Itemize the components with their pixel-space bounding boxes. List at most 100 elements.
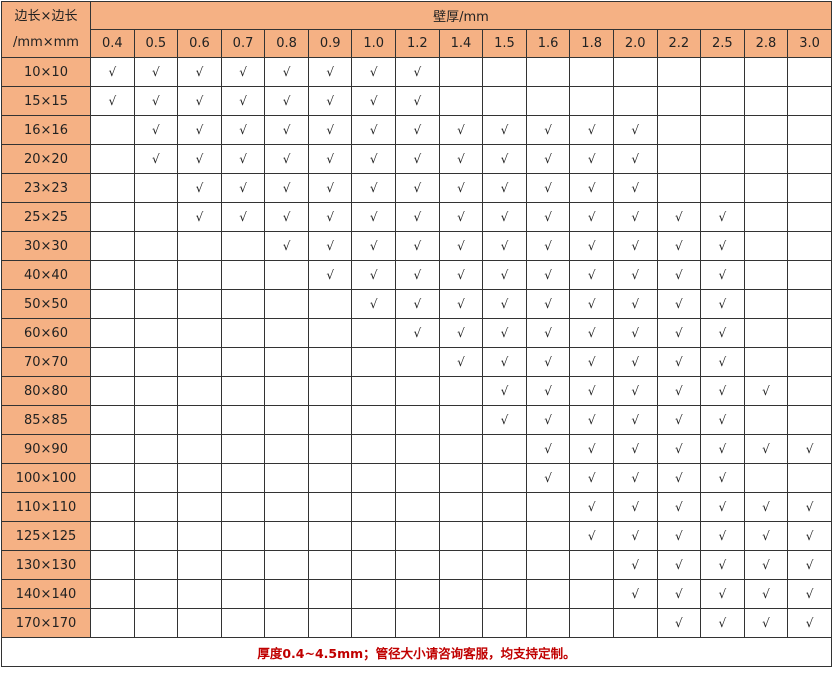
empty-cell [351,405,397,435]
check-cell: √ [351,144,397,174]
empty-cell [220,521,266,551]
empty-cell [90,144,135,174]
check-cell: √ [612,173,658,203]
check-cell: √ [264,144,309,174]
check-cell: √ [177,86,222,116]
column-header: 0.7 [220,29,266,58]
check-cell: √ [700,492,745,522]
empty-cell [307,289,353,319]
row-size-label: 140×140 [1,579,91,609]
empty-cell [656,86,702,116]
check-cell: √ [656,579,702,609]
check-cell: √ [307,115,353,145]
empty-cell [307,492,353,522]
empty-cell [743,202,789,232]
check-cell: √ [351,57,397,87]
check-cell: √ [482,202,527,232]
check-cell: √ [569,173,614,203]
empty-cell [525,492,571,522]
empty-cell [525,521,571,551]
empty-cell [525,550,571,580]
check-cell: √ [395,289,440,319]
empty-cell [351,318,397,348]
empty-cell [351,434,397,464]
row-size-label: 170×170 [1,608,91,638]
check-cell: √ [351,231,397,261]
table-row: 100×100 √ √ √ √ √ [1,463,832,493]
empty-cell [700,57,745,87]
empty-cell [90,579,135,609]
check-cell: √ [525,463,571,493]
empty-cell [133,550,179,580]
row-size-label: 50×50 [1,289,91,319]
check-cell: √ [569,231,614,261]
row-size-label: 15×15 [1,86,91,116]
check-cell: √ [525,173,571,203]
check-cell: √ [395,202,440,232]
check-cell: √ [307,173,353,203]
check-cell: √ [612,405,658,435]
empty-cell [612,57,658,87]
empty-cell [133,202,179,232]
wall-thickness-title: 壁厚/mm [90,1,832,30]
empty-cell [438,434,484,464]
check-cell: √ [482,260,527,290]
empty-cell [307,521,353,551]
check-cell: √ [612,579,658,609]
row-size-label: 80×80 [1,376,91,406]
check-cell: √ [264,231,309,261]
empty-cell [395,550,440,580]
check-cell: √ [743,579,789,609]
row-size-label: 23×23 [1,173,91,203]
empty-cell [220,231,266,261]
check-cell: √ [569,492,614,522]
check-cell: √ [656,463,702,493]
row-size-label: 125×125 [1,521,91,551]
check-cell: √ [525,260,571,290]
row-size-label: 85×85 [1,405,91,435]
empty-cell [656,57,702,87]
check-cell: √ [612,347,658,377]
check-cell: √ [569,347,614,377]
empty-cell [177,347,222,377]
empty-cell [482,492,527,522]
empty-cell [307,376,353,406]
empty-cell [133,347,179,377]
empty-cell [438,376,484,406]
empty-cell [787,115,832,145]
check-cell: √ [264,173,309,203]
empty-cell [482,550,527,580]
check-cell: √ [743,434,789,464]
check-cell: √ [351,115,397,145]
row-size-label: 20×20 [1,144,91,174]
empty-cell [90,173,135,203]
empty-cell [525,608,571,638]
empty-cell [438,57,484,87]
check-cell: √ [700,579,745,609]
column-header: 3.0 [787,29,832,58]
check-cell: √ [351,173,397,203]
check-cell: √ [264,86,309,116]
check-cell: √ [133,144,179,174]
empty-cell [307,463,353,493]
empty-cell [90,376,135,406]
empty-cell [220,550,266,580]
check-cell: √ [700,260,745,290]
check-cell: √ [351,202,397,232]
check-cell: √ [656,231,702,261]
column-header: 1.5 [482,29,527,58]
check-cell: √ [612,289,658,319]
table-body: 10×10 √ √ √ √ √ √ √ √ 15×15 √ √ √ √ √ √ √ √ 16×16 √ √ √ √ √ √ √ √ √… [1,57,832,638]
empty-cell [220,434,266,464]
check-cell: √ [700,463,745,493]
empty-cell [482,463,527,493]
check-cell: √ [525,144,571,174]
check-cell: √ [612,376,658,406]
empty-cell [743,173,789,203]
empty-cell [743,144,789,174]
check-cell: √ [482,231,527,261]
empty-cell [787,57,832,87]
empty-cell [743,57,789,87]
empty-cell [482,434,527,464]
empty-cell [90,260,135,290]
